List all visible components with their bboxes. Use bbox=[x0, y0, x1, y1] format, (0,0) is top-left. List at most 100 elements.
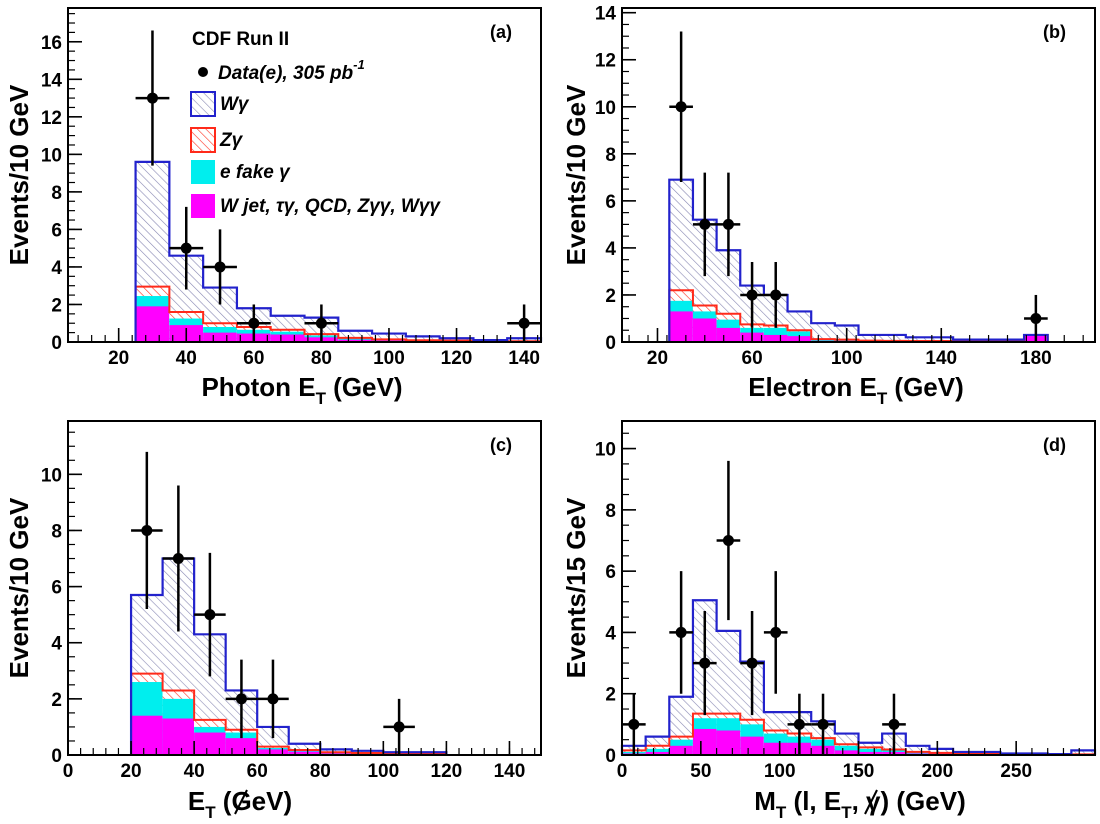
panel-a-w-jet-bar bbox=[203, 332, 237, 342]
panel-b-data-point bbox=[675, 101, 687, 113]
panel-d-y-tick-label: 0 bbox=[605, 746, 616, 767]
legend-e-fake-label: e fake γ bbox=[220, 162, 291, 183]
panel-c-x-axis-title-main: E bbox=[188, 786, 205, 816]
panel-b-data-point bbox=[770, 289, 782, 301]
panel-b-x-tick-label: 140 bbox=[925, 348, 957, 369]
panel-a-data-point bbox=[214, 261, 226, 273]
legend: CDF Run II Data(e), 305 pb-1 Wγ Zγ e fak… bbox=[190, 29, 441, 218]
panel-d-data-point bbox=[888, 718, 900, 730]
legend-w-gamma-label: Wγ bbox=[220, 94, 250, 115]
panel-d-y-tick-label: 4 bbox=[605, 623, 616, 644]
panel-b-y-axis-title: Events/10 GeV bbox=[561, 84, 591, 265]
panel-a-x-axis-title: Photon ET (GeV) bbox=[201, 372, 402, 408]
panel-d-data-point bbox=[770, 626, 782, 638]
panel-a-y-tick-label: 0 bbox=[51, 333, 62, 354]
panel-b-y-tick-label: 10 bbox=[595, 98, 616, 119]
panel-a-y-tick-label: 2 bbox=[51, 295, 62, 316]
panel-a-y-tick-label: 16 bbox=[41, 33, 62, 54]
panel-d-data-point bbox=[793, 718, 805, 730]
panel-b-y-tick-label: 12 bbox=[595, 51, 616, 72]
panel-a-x-tick-label: 140 bbox=[508, 348, 540, 369]
panel-d-data-point bbox=[746, 657, 758, 669]
panel-d-x-tick-label: 50 bbox=[690, 761, 711, 782]
panel-a-y-tick-label: 14 bbox=[41, 70, 63, 91]
legend-z-gamma-label: Zγ bbox=[219, 130, 244, 151]
panel-a-w-jet-bar bbox=[338, 339, 373, 342]
panel-d-x-axis-title-main: M bbox=[754, 786, 776, 816]
panel-a-x-tick-label: 80 bbox=[311, 348, 332, 369]
panel-d-w-jet-bar bbox=[716, 730, 741, 755]
panel-d-data-point bbox=[675, 626, 687, 638]
panel-a-panel-label: (a) bbox=[490, 22, 512, 42]
panel-a-y-axis-title: Events/10 GeV bbox=[4, 84, 34, 265]
legend-data-lumi-exp: -1 bbox=[353, 57, 365, 72]
panel-b-data-point bbox=[746, 289, 758, 301]
panel-d-y-tick-label: 6 bbox=[605, 562, 616, 583]
panel-c-w-jet-bar bbox=[194, 732, 226, 755]
panel-d-x-tick-label: 200 bbox=[921, 761, 953, 782]
panel-c-y-tick-label: 0 bbox=[51, 746, 62, 767]
legend-w-jet-swatch bbox=[191, 194, 215, 218]
legend-title: CDF Run II bbox=[192, 29, 289, 50]
panel-b-data-point bbox=[722, 218, 734, 230]
panel-c-w-jet-bar bbox=[288, 751, 321, 755]
legend-data-label-main: Data(e), 305 pb bbox=[218, 63, 354, 84]
panel-c-data-point bbox=[267, 693, 279, 705]
panel-a-y-tick-label: 12 bbox=[41, 108, 62, 129]
legend-data-label: Data(e), 305 pb-1 bbox=[218, 57, 365, 84]
panel-d-x-axis-title-sub: T bbox=[776, 803, 787, 822]
panel-a-y-tick-label: 10 bbox=[41, 145, 62, 166]
panel-c-y-tick-label: 4 bbox=[51, 634, 62, 655]
panel-c-x-tick-label: 20 bbox=[120, 761, 141, 782]
panel-d-w-gamma-bar bbox=[905, 745, 930, 755]
panel-c-w-jet-bar bbox=[131, 715, 163, 755]
panel-b-y-tick-label: 8 bbox=[605, 145, 616, 166]
panel-a-w-gamma-outline bbox=[134, 160, 543, 342]
panel-b-x-tick-label: 180 bbox=[1020, 348, 1052, 369]
panel-c-data-point bbox=[141, 524, 153, 536]
panel-d-x-axis-title-tail: (l, E bbox=[786, 786, 841, 816]
panel-b-w-gamma-bar bbox=[858, 334, 883, 342]
panel-c-y-axis-title: Events/10 GeV bbox=[4, 497, 34, 678]
panel-d-w-jet-bar bbox=[834, 750, 859, 755]
panel-a-y-tick-label: 8 bbox=[51, 183, 62, 204]
panel-c-x-tick-label: 100 bbox=[367, 761, 399, 782]
panel-d-data-point bbox=[699, 657, 711, 669]
panel-a-data-point bbox=[146, 92, 158, 104]
panel-a-x-tick-label: 40 bbox=[176, 348, 197, 369]
panel-b-y-tick-label: 4 bbox=[605, 239, 616, 260]
panel-b-x-tick-label: 100 bbox=[831, 348, 863, 369]
panel-b-panel-label: (b) bbox=[1043, 22, 1066, 42]
panel-d-x-axis-title-sub2: T bbox=[841, 803, 852, 822]
panel-c-y-tick-label: 6 bbox=[51, 578, 62, 599]
panel-b-w-gamma-bar bbox=[811, 323, 835, 342]
panel-b-x-axis-title: Electron ET (GeV) bbox=[748, 372, 964, 408]
panel-c-x-tick-label: 0 bbox=[63, 761, 74, 782]
panel-a-data-point bbox=[518, 317, 530, 329]
legend-z-gamma-swatch bbox=[190, 127, 216, 153]
legend-w-gamma-swatch bbox=[190, 91, 216, 117]
panel-d-met-slash bbox=[864, 789, 878, 815]
panel-a-data-point bbox=[248, 317, 260, 329]
panel-a-data-point bbox=[315, 317, 327, 329]
panel-a-x-tick-label: 100 bbox=[373, 348, 405, 369]
panel-d-w-jet-bar bbox=[692, 728, 717, 755]
panel-b-x-tick-label: 60 bbox=[742, 348, 763, 369]
panel-d-y-tick-label: 8 bbox=[605, 501, 616, 522]
panel-b-w-gamma-outline bbox=[668, 178, 1049, 342]
panel-d-x-tick-label: 150 bbox=[843, 761, 875, 782]
legend-w-jet-label: W jet, τγ, QCD, Zγγ, Wγγ bbox=[220, 196, 441, 217]
panel-a-x-axis-title-main: Photon E bbox=[201, 372, 315, 402]
panel-d-y-axis-title: Events/15 GeV bbox=[561, 497, 591, 678]
panel-b-w-gamma-bar bbox=[905, 337, 930, 342]
panel-c-data-point bbox=[204, 609, 216, 621]
panel-c-data-point bbox=[172, 553, 184, 565]
panel-d-x-axis-title-tail2: , γ) (GeV) bbox=[852, 786, 966, 816]
panel-d-x-tick-label: 250 bbox=[1000, 761, 1032, 782]
panel-c-x-tick-label: 140 bbox=[494, 761, 526, 782]
panel-a-data-point bbox=[180, 242, 192, 254]
panel-b-y-tick-label: 0 bbox=[605, 333, 616, 354]
